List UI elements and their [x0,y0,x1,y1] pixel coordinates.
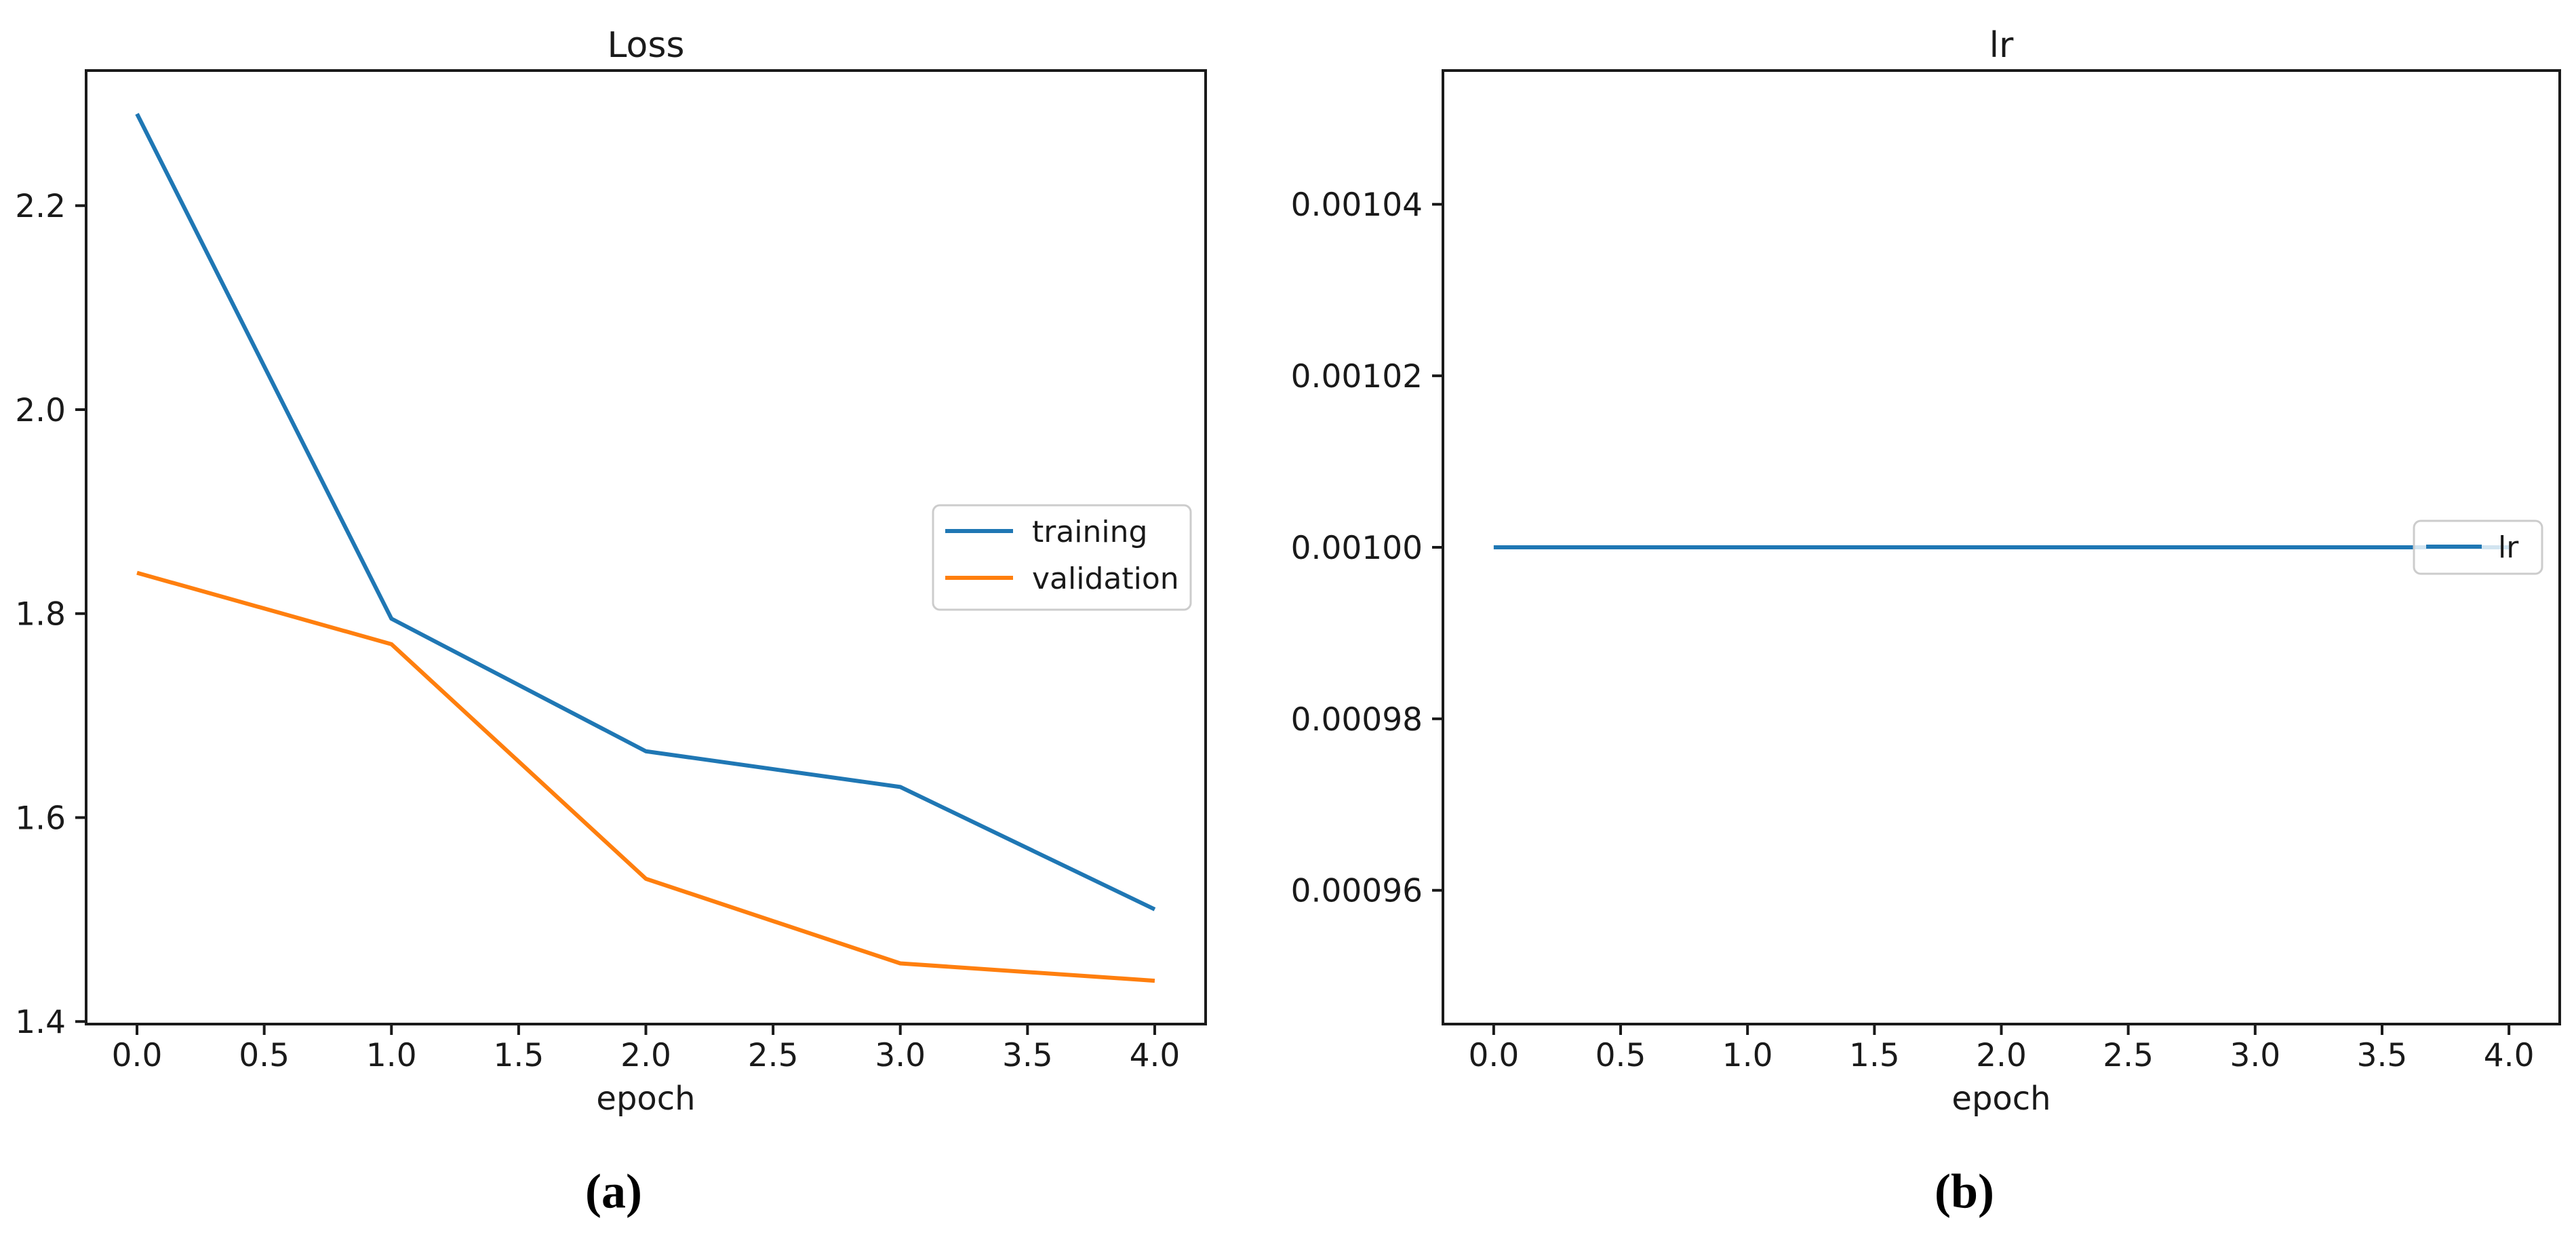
y-tick-label: 1.6 [15,800,66,837]
x-tick-label: 0.5 [1596,1037,1646,1074]
y-tick-label: 0.00098 [1291,701,1423,739]
y-tick-label: 0.00104 [1291,187,1423,224]
lr-chart: 0.0 0.5 1.0 1.5 2.0 2.5 3.0 3.5 4.0 0.00096 0.0009… [1291,25,2561,1118]
x-tick-label: 3.5 [1002,1037,1053,1074]
x-tick-label: 4.0 [2484,1037,2535,1074]
chart-title: lr [1989,25,2014,66]
x-tick-label: 4.0 [1130,1037,1181,1074]
x-tick-label: 1.5 [1849,1037,1900,1074]
subfigure-b-label: (b) [1935,1164,1994,1219]
x-tick-label: 3.5 [2357,1037,2408,1074]
x-tick-label: 0.0 [112,1037,163,1074]
x-tick-label: 0.5 [239,1037,290,1074]
legend-label-training: training [1032,515,1147,549]
series-line-validation [136,570,1155,983]
y-tick-label: 1.4 [15,1004,66,1041]
x-tick-label: 3.0 [875,1037,926,1074]
y-tick-label: 0.00102 [1291,358,1423,395]
y-tick-label: 2.0 [15,392,66,429]
series-line-training [135,113,1156,911]
y-tick-label: 1.8 [15,596,66,633]
x-axis-label: epoch [596,1080,695,1118]
y-tick-label: 2.2 [15,188,66,225]
x-tick-label: 0.0 [1468,1037,1519,1074]
loss-chart: 0.0 0.5 1.0 1.5 2.0 2.5 3.0 3.5 4.0 1.4 1.6 1.8 2.0 2… [15,25,1207,1118]
legend-label-validation: validation [1032,562,1179,596]
subfigure-a-label: (a) [585,1164,642,1219]
x-tick-label: 2.5 [748,1037,799,1074]
x-tick-label: 2.5 [2103,1037,2154,1074]
x-tick-label: 3.0 [2230,1037,2280,1074]
x-tick-label: 2.0 [1976,1037,2027,1074]
y-tick-label: 0.00096 [1291,873,1423,910]
chart-title: Loss [607,25,684,66]
y-tick-label: 0.00100 [1291,530,1423,567]
legend-label-lr: lr [2498,530,2519,565]
x-tick-label: 1.0 [366,1037,417,1074]
x-tick-label: 1.5 [494,1037,544,1074]
x-tick-label: 2.0 [620,1037,671,1074]
x-tick-label: 1.0 [1722,1037,1773,1074]
x-axis-label: epoch [1951,1080,2050,1118]
